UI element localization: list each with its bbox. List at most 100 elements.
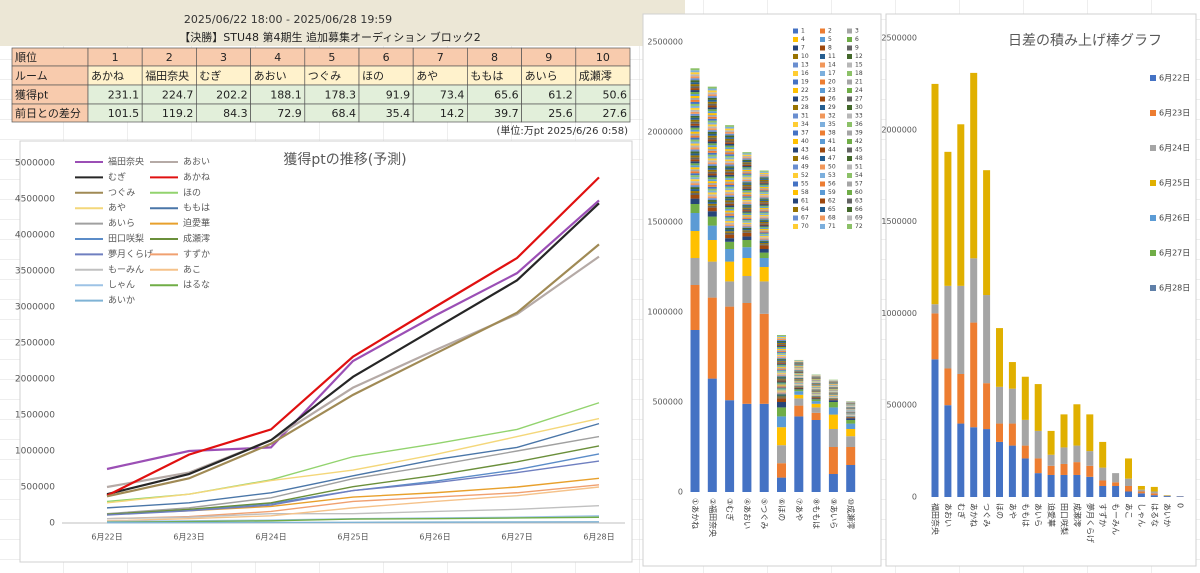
y-tick-label: 1500000 — [15, 411, 55, 421]
bar-segment — [742, 186, 752, 188]
bar-segment — [811, 420, 821, 492]
y-tick-label: 1500000 — [881, 217, 917, 226]
legend-label: 30 — [855, 104, 863, 111]
legend-label: 27 — [855, 96, 863, 103]
y-tick-label: 2000000 — [881, 125, 917, 134]
bar-segment — [777, 368, 786, 370]
bar-segment — [777, 342, 786, 344]
bar-segment — [777, 362, 786, 364]
chart-title: 獲得ptの推移(予測) — [283, 151, 406, 168]
bar-segment — [1112, 485, 1120, 497]
bar-segment — [742, 171, 752, 173]
legend-swatch — [793, 71, 798, 76]
bar-segment — [759, 181, 769, 183]
legend-label: ももは — [183, 203, 210, 214]
table-text: 72.9 — [277, 107, 302, 120]
bar-segment — [742, 184, 752, 187]
legend-swatch — [847, 88, 852, 93]
legend-swatch — [847, 181, 852, 187]
table-text: 7 — [437, 51, 444, 64]
bar-segment — [690, 163, 700, 166]
legend-swatch — [793, 224, 798, 229]
bar-segment — [759, 223, 769, 225]
bar-segment — [777, 389, 786, 391]
bar-segment — [690, 175, 700, 178]
bar-segment — [742, 203, 752, 206]
bar-segment — [742, 183, 752, 185]
table-text: 福田奈央 — [145, 69, 189, 83]
bar-segment — [759, 240, 769, 242]
table: 順位 1 2 3 4 5 6 7 8 9 10 ルーム あかね 福田奈央 むぎ あおい つぐみ ほの あや ももは あい… — [11, 47, 631, 123]
bar-segment — [759, 244, 769, 246]
legend-label: 29 — [828, 104, 836, 111]
bar-segment — [846, 423, 856, 429]
bar-segment — [944, 368, 952, 406]
bar-segment — [1086, 414, 1094, 452]
legend-swatch — [820, 62, 825, 68]
bar-segment — [690, 113, 700, 116]
legend-swatch — [1150, 110, 1156, 116]
bar-segment — [742, 229, 752, 231]
bar-segment — [1034, 458, 1042, 474]
legend-label: 66 — [855, 206, 863, 213]
bar-segment — [690, 86, 700, 89]
y-tick-label: 0 — [49, 519, 55, 529]
bar-segment — [707, 261, 717, 298]
bar-segment — [707, 101, 717, 104]
bar-segment — [759, 189, 769, 191]
bar-segment — [707, 166, 717, 168]
bar-segment — [690, 109, 700, 112]
bar-segment — [725, 142, 735, 144]
bar-segment — [759, 174, 769, 176]
bar-segment — [690, 149, 700, 152]
legend-swatch — [820, 139, 825, 144]
bar-segment — [777, 350, 786, 352]
x-tick-label: 福田奈央 — [931, 503, 941, 535]
bar-segment — [1047, 430, 1055, 455]
bar-segment — [777, 382, 786, 384]
legend-label: 6月28日 — [1159, 284, 1190, 293]
bar-segment — [725, 281, 735, 307]
table-text: 成瀬澪 — [579, 69, 612, 83]
bar-segment — [828, 429, 838, 447]
bar-segment — [690, 213, 700, 231]
bar-segment — [725, 261, 735, 282]
bar-segment — [742, 217, 752, 219]
line-series — [106, 484, 600, 520]
bar-segment — [690, 231, 700, 258]
table-text: あおい — [254, 70, 287, 83]
bar-segment — [725, 222, 735, 225]
legend-label: 62 — [828, 198, 836, 205]
bar-segment — [690, 105, 700, 108]
bar-segment — [1137, 485, 1145, 490]
bar-segment — [759, 171, 769, 173]
bar-segment — [957, 124, 965, 286]
line-series — [106, 460, 600, 516]
legend-label: 58 — [801, 189, 809, 196]
bar-segment — [759, 267, 769, 282]
bar-segment — [944, 285, 952, 369]
legend-label: 迫愛華 — [183, 217, 210, 229]
bar-segment — [811, 401, 821, 404]
bar-segment — [690, 189, 700, 192]
bar-segment — [931, 304, 939, 314]
legend-label: 40 — [801, 138, 809, 145]
y-tick-label: 0 — [678, 488, 683, 497]
bar-segment — [742, 222, 752, 224]
bar-segment — [759, 210, 769, 212]
bar-segment — [742, 187, 752, 189]
legend-label: ほの — [183, 187, 201, 198]
bar-segment — [759, 200, 769, 203]
bar-segment — [690, 119, 700, 122]
legend-swatch — [793, 198, 798, 204]
legend-swatch — [847, 198, 852, 204]
x-tick-label: あおい — [943, 503, 952, 527]
bar-segment — [690, 198, 700, 204]
bar-segment — [759, 184, 769, 186]
x-tick-label: ⑨あいら — [829, 498, 838, 529]
bar-segment — [811, 403, 821, 408]
legend-swatch — [847, 190, 852, 195]
legend-swatch — [820, 88, 825, 93]
x-tick-label: ⑩成瀬澪 — [846, 498, 856, 529]
